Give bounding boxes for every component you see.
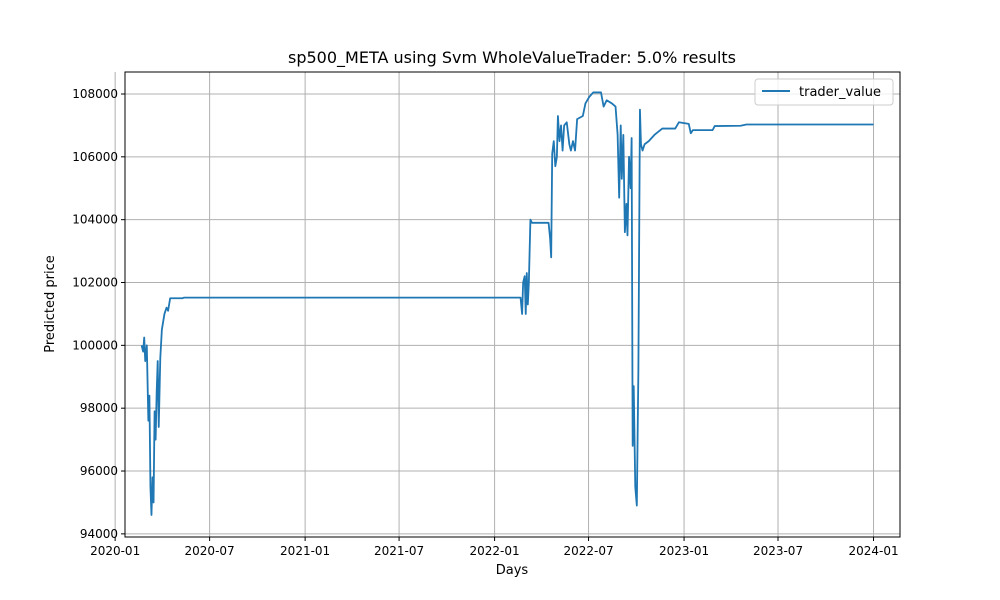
y-tick-label: 108000 [72, 87, 118, 101]
x-tick-label: 2022-01 [470, 544, 520, 558]
x-axis-ticks: 2020-01 2020-07 2021-01 2021-07 2022-01 2022-… [90, 537, 899, 558]
chart-title: sp500_META using Svm WholeValueTrader: 5… [288, 48, 736, 68]
y-axis-ticks: 94000 96000 98000 100000 102000 104000 106000 1… [72, 87, 125, 541]
x-tick-label: 2020-01 [90, 544, 140, 558]
x-tick-label: 2023-01 [659, 544, 709, 558]
x-axis-label: Days [496, 563, 529, 578]
y-axis-label: Predicted price [43, 255, 58, 353]
legend-label-trader-value: trader_value [799, 85, 881, 100]
y-tick-label: 102000 [72, 276, 118, 290]
x-tick-label: 2021-07 [374, 544, 424, 558]
x-tick-label: 2024-01 [848, 544, 898, 558]
x-tick-label: 2022-07 [563, 544, 613, 558]
x-tick-label: 2020-07 [185, 544, 235, 558]
legend-box [754, 78, 894, 106]
plot-frame [124, 71, 901, 538]
grid-lines [114, 72, 900, 537]
y-tick-label: 98000 [80, 401, 118, 415]
legend: trader_value [754, 78, 894, 106]
y-tick-label: 100000 [72, 338, 118, 352]
series-lines [140, 91, 874, 516]
y-tick-label: 104000 [72, 213, 118, 227]
series-line-trader-value [140, 91, 874, 516]
x-tick-label: 2023-07 [753, 544, 803, 558]
y-tick-label: 96000 [80, 464, 118, 478]
x-tick-label: 2021-01 [280, 544, 330, 558]
y-tick-label: 94000 [80, 527, 118, 541]
y-tick-label: 106000 [72, 150, 118, 164]
